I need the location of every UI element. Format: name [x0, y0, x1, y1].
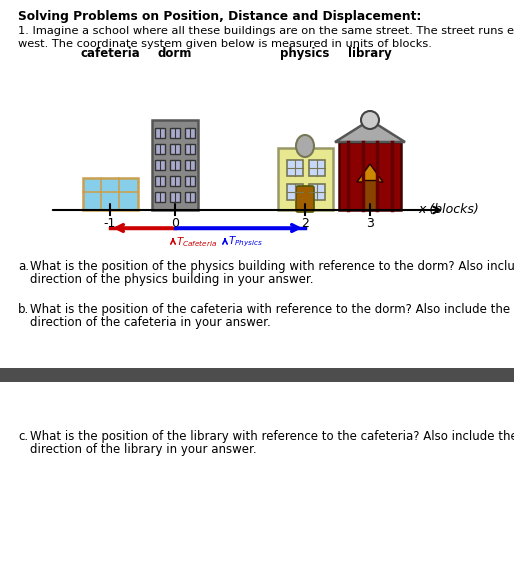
Text: b.: b. [18, 303, 29, 316]
Text: -1: -1 [104, 217, 116, 230]
Text: What is the position of the library with reference to the cafeteria? Also includ: What is the position of the library with… [30, 430, 514, 443]
Bar [287, 184, 303, 200]
Text: a.: a. [18, 260, 29, 273]
Bar [186, 144, 195, 154]
Bar [186, 176, 195, 186]
Text: 3: 3 [366, 217, 374, 230]
Text: Solving Problems on Position, Distance and Displacement:: Solving Problems on Position, Distance a… [18, 10, 421, 23]
Text: cafeteria: cafeteria [80, 47, 140, 60]
Bar [155, 160, 164, 170]
Bar [155, 192, 164, 202]
Bar [155, 128, 164, 138]
Bar [309, 184, 325, 200]
Text: $\mathit{T_{Physics}}$: $\mathit{T_{Physics}}$ [228, 235, 263, 249]
Text: 0: 0 [171, 217, 179, 230]
Bar [152, 120, 198, 210]
Bar [0, 368, 514, 382]
Bar [186, 192, 195, 202]
Text: west. The coordinate system given below is measured in units of blocks.: west. The coordinate system given below … [18, 39, 432, 49]
Text: library: library [348, 47, 392, 60]
Bar [155, 176, 164, 186]
Bar [339, 142, 401, 210]
Bar [155, 144, 164, 154]
Bar [170, 160, 180, 170]
Text: 2: 2 [301, 217, 309, 230]
Bar [170, 128, 180, 138]
Text: What is the position of the cafeteria with reference to the dorm? Also include t: What is the position of the cafeteria wi… [30, 303, 510, 316]
Bar [170, 144, 180, 154]
Bar [170, 192, 180, 202]
Bar [287, 160, 303, 176]
Text: direction of the library in your answer.: direction of the library in your answer. [30, 443, 256, 456]
Text: $\mathit{T_{Cafeteria}}$: $\mathit{T_{Cafeteria}}$ [176, 235, 217, 249]
Ellipse shape [296, 135, 314, 157]
Bar [186, 128, 195, 138]
Bar [278, 148, 333, 210]
Circle shape [361, 111, 379, 129]
Text: x (blocks): x (blocks) [418, 203, 479, 216]
Bar [83, 178, 138, 210]
Bar [363, 180, 377, 210]
Text: physics: physics [280, 47, 329, 60]
Text: 1. Imagine a school where all these buildings are on the same street. The street: 1. Imagine a school where all these buil… [18, 26, 514, 36]
Text: direction of the physics building in your answer.: direction of the physics building in you… [30, 273, 314, 286]
Bar [309, 160, 325, 176]
FancyBboxPatch shape [296, 186, 314, 212]
Bar [186, 160, 195, 170]
Text: dorm: dorm [158, 47, 192, 60]
Bar [170, 176, 180, 186]
Polygon shape [335, 120, 405, 142]
Text: c.: c. [18, 430, 28, 443]
Polygon shape [357, 164, 383, 182]
Text: direction of the cafeteria in your answer.: direction of the cafeteria in your answe… [30, 316, 271, 329]
Text: What is the position of the physics building with reference to the dorm? Also in: What is the position of the physics buil… [30, 260, 514, 273]
